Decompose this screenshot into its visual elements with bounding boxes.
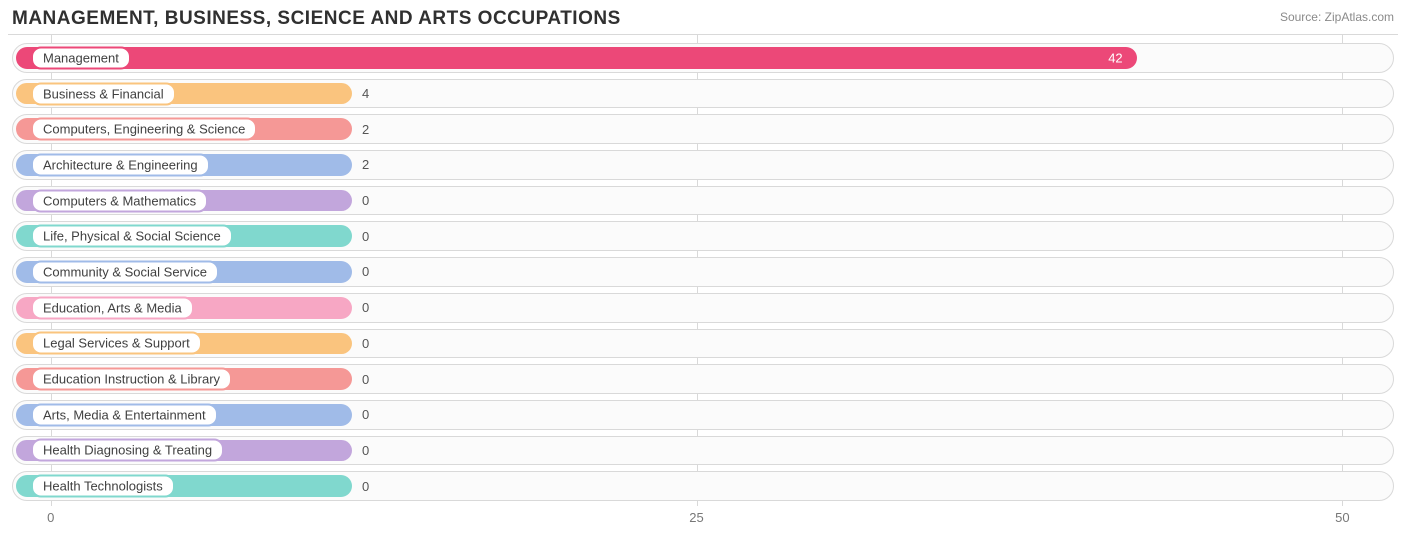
bar-label: Legal Services & Support: [31, 332, 202, 355]
bar-row: 42 Management: [12, 43, 1394, 73]
bar-label: Computers, Engineering & Science: [31, 118, 257, 141]
bar-row: 0 Legal Services & Support: [12, 329, 1394, 359]
bar-value: 0: [362, 229, 369, 244]
bar-label: Arts, Media & Entertainment: [31, 403, 218, 426]
bar-row: 2 Architecture & Engineering: [12, 150, 1394, 180]
bar-row: 2 Computers, Engineering & Science: [12, 114, 1394, 144]
bar-label: Computers & Mathematics: [31, 189, 208, 212]
x-tick: 0: [47, 510, 54, 525]
bar-row: 0 Education, Arts & Media: [12, 293, 1394, 323]
bar-label: Management: [31, 46, 131, 69]
x-tick: 50: [1335, 510, 1349, 525]
bar-row: 0 Health Technologists: [12, 471, 1394, 501]
bar-value: 2: [362, 157, 369, 172]
chart-header: MANAGEMENT, BUSINESS, SCIENCE AND ARTS O…: [8, 8, 1398, 34]
x-axis: 0 25 50: [8, 506, 1398, 530]
bar-label: Community & Social Service: [31, 260, 219, 283]
bar-fill: 42: [16, 47, 1137, 69]
bar-row: 0 Community & Social Service: [12, 257, 1394, 287]
x-tick: 25: [689, 510, 703, 525]
bar-value: 2: [362, 122, 369, 137]
bar-row: 0 Education Instruction & Library: [12, 364, 1394, 394]
bar-label: Education, Arts & Media: [31, 296, 194, 319]
bar-value: 0: [362, 372, 369, 387]
bar-value: 0: [362, 336, 369, 351]
bar-value: 4: [362, 86, 369, 101]
bar-label: Business & Financial: [31, 82, 176, 105]
bar-label: Education Instruction & Library: [31, 368, 232, 391]
bar-value: 0: [362, 479, 369, 494]
bar-row: 0 Computers & Mathematics: [12, 186, 1394, 216]
bar-value: 0: [362, 443, 369, 458]
bar-value: 42: [1108, 50, 1122, 65]
bar-label: Architecture & Engineering: [31, 153, 210, 176]
bar-label: Health Technologists: [31, 475, 175, 498]
bar-value: 0: [362, 300, 369, 315]
bar-value: 0: [362, 407, 369, 422]
chart-title: MANAGEMENT, BUSINESS, SCIENCE AND ARTS O…: [12, 8, 621, 30]
bar-row: 0 Arts, Media & Entertainment: [12, 400, 1394, 430]
bar-row: 0 Health Diagnosing & Treating: [12, 436, 1394, 466]
bar-label: Life, Physical & Social Science: [31, 225, 233, 248]
bar-value: 0: [362, 193, 369, 208]
bar-value: 0: [362, 264, 369, 279]
chart-source: Source: ZipAtlas.com: [1280, 8, 1394, 24]
chart-plot-area: 42 Management 4 Business & Financial 2 Comput…: [8, 34, 1398, 530]
bar-row: 4 Business & Financial: [12, 79, 1394, 109]
bar-label: Health Diagnosing & Treating: [31, 439, 224, 462]
chart-container: MANAGEMENT, BUSINESS, SCIENCE AND ARTS O…: [8, 8, 1398, 550]
bars-group: 42 Management 4 Business & Financial 2 Comput…: [12, 43, 1394, 506]
bar-row: 0 Life, Physical & Social Science: [12, 221, 1394, 251]
